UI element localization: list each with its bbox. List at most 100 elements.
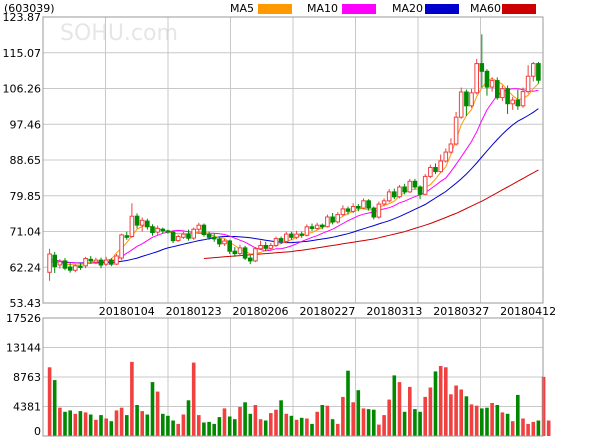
candle-body bbox=[330, 216, 335, 223]
candle-body bbox=[165, 230, 171, 233]
volume-bar bbox=[181, 414, 186, 436]
candle-body bbox=[525, 75, 531, 93]
volume-bar bbox=[104, 418, 108, 436]
legend-ma5-label: MA5 bbox=[230, 2, 254, 15]
volume-bar bbox=[464, 396, 469, 436]
volume-bar bbox=[299, 417, 304, 436]
volume-bar bbox=[109, 421, 114, 436]
price-y-tick-label: 115.07 bbox=[3, 47, 42, 60]
volume-bar bbox=[135, 405, 139, 436]
candle-body bbox=[294, 233, 299, 238]
candle-body bbox=[428, 167, 433, 177]
candle-body bbox=[356, 206, 361, 209]
price-y-tick-label: 106.26 bbox=[3, 83, 42, 96]
volume-bar bbox=[263, 420, 268, 436]
volume-y-tick-label: 4381 bbox=[13, 401, 41, 414]
volume-bar bbox=[155, 391, 160, 436]
volume-bar bbox=[248, 413, 253, 436]
volume-bar bbox=[78, 411, 83, 436]
volume-bar bbox=[52, 380, 57, 436]
volume-bar bbox=[99, 415, 103, 436]
candle-body bbox=[78, 265, 83, 268]
candle-body bbox=[175, 236, 181, 242]
volume-bar bbox=[541, 376, 546, 436]
candle-body bbox=[289, 233, 294, 238]
volume-bar bbox=[485, 407, 489, 436]
volume-bar bbox=[284, 413, 289, 436]
volume-bar bbox=[243, 402, 247, 436]
volume-bar bbox=[444, 367, 448, 436]
volume-bar bbox=[305, 418, 309, 436]
volume-bar bbox=[320, 405, 325, 436]
volume-bar bbox=[197, 415, 201, 436]
volume-bar bbox=[433, 371, 438, 436]
candle-body bbox=[469, 92, 474, 107]
candle-body bbox=[98, 259, 104, 266]
candle-body bbox=[170, 231, 176, 242]
volume-bar bbox=[521, 418, 525, 436]
candle-body bbox=[160, 228, 166, 232]
candle-body bbox=[484, 70, 490, 88]
volume-bar bbox=[253, 405, 258, 436]
volume-bar bbox=[119, 407, 124, 436]
candle-body bbox=[88, 258, 94, 262]
candle-body bbox=[119, 234, 124, 259]
volume-bar bbox=[459, 389, 463, 436]
legend-ma60-label: MA60 bbox=[470, 2, 501, 15]
candle-body bbox=[248, 257, 253, 262]
candle-body bbox=[309, 226, 315, 229]
candle-body bbox=[150, 226, 155, 234]
volume-y-tick-label: 17526 bbox=[6, 312, 41, 325]
candle-body bbox=[134, 215, 140, 226]
candle-body bbox=[402, 186, 407, 193]
date-tick-label: 20180123 bbox=[166, 305, 222, 318]
candle-body bbox=[273, 238, 279, 247]
candle-body bbox=[495, 80, 500, 99]
candle-body bbox=[453, 116, 459, 145]
candle-body bbox=[464, 91, 469, 107]
volume-y-tick-label: 0 bbox=[34, 425, 41, 438]
candle-body bbox=[320, 224, 325, 228]
volume-bar bbox=[454, 385, 458, 436]
price-y-tick-label: 97.46 bbox=[10, 118, 42, 131]
candle-body bbox=[448, 143, 454, 153]
date-tick-label: 20180104 bbox=[99, 305, 155, 318]
candle-body bbox=[129, 215, 135, 237]
volume-bar bbox=[269, 413, 273, 436]
candlesticks bbox=[47, 34, 541, 281]
candle-body bbox=[515, 99, 521, 107]
volume-bar bbox=[63, 411, 67, 436]
price-y-tick-label: 62.24 bbox=[10, 261, 42, 274]
candle-body bbox=[139, 219, 145, 226]
volume-bar bbox=[47, 367, 52, 436]
price-y-tick-label: 123.87 bbox=[3, 11, 42, 24]
volume-bar bbox=[474, 405, 479, 436]
price-y-tick-label: 79.85 bbox=[10, 190, 42, 203]
volume-bar bbox=[500, 412, 505, 436]
legend-ma10-label: MA10 bbox=[307, 2, 338, 15]
volume-bar bbox=[73, 413, 78, 436]
volume-bar bbox=[176, 423, 180, 436]
volume-bars bbox=[47, 361, 551, 436]
candle-body bbox=[124, 235, 130, 238]
price-panel-frame bbox=[42, 16, 544, 304]
volume-bar bbox=[315, 411, 319, 436]
volume-bar bbox=[335, 423, 340, 436]
candle-body bbox=[304, 226, 310, 236]
candle-body bbox=[145, 220, 150, 228]
candle-body bbox=[361, 200, 366, 209]
volume-bar bbox=[372, 409, 376, 436]
volume-bar bbox=[516, 394, 520, 436]
candle-body bbox=[474, 63, 479, 94]
ma60-line bbox=[203, 169, 539, 259]
volume-bar bbox=[130, 361, 134, 436]
candle-body bbox=[489, 80, 495, 88]
candle-body bbox=[232, 250, 238, 255]
candle-body bbox=[505, 88, 510, 105]
legend-ma20-label: MA20 bbox=[392, 2, 423, 15]
candle-body bbox=[479, 63, 485, 72]
date-tick-label: 20180206 bbox=[233, 305, 289, 318]
candle-body bbox=[340, 208, 346, 216]
volume-bar bbox=[449, 394, 453, 436]
volume-bar bbox=[392, 375, 397, 436]
